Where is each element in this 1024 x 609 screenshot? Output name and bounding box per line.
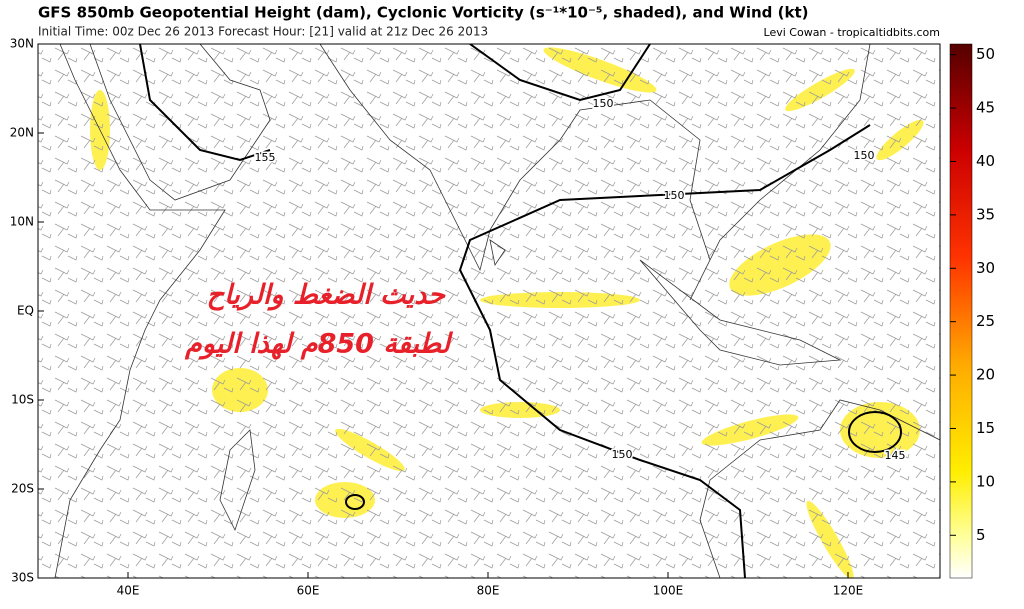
contour-label: 150: [664, 189, 685, 202]
colorbar-label: 15: [976, 419, 995, 437]
lon-label: 80E: [477, 584, 500, 598]
lat-label: 30S: [11, 571, 34, 585]
lat-label: 20N: [10, 126, 34, 140]
lat-label: EQ: [17, 304, 34, 318]
lon-label: 40E: [117, 584, 140, 598]
lat-label: 30N: [10, 37, 34, 51]
contour-label: 155: [255, 151, 276, 164]
colorbar-label: 5: [976, 526, 986, 544]
colorbar-label: 35: [976, 205, 995, 223]
overlay-line: حديث الضغط والرياح: [207, 280, 447, 312]
overlay-line: لطبقة 850م لهذا اليوم: [184, 329, 454, 361]
colorbar-label: 45: [976, 99, 995, 117]
contour-label: 150: [854, 149, 875, 162]
subtitle: Initial Time: 00z Dec 26 2013 Forecast H…: [38, 25, 488, 39]
lat-label: 10N: [10, 215, 34, 229]
lon-label: 100E: [653, 584, 684, 598]
colorbar-label: 30: [976, 259, 995, 277]
lon-label: 60E: [297, 584, 320, 598]
credit: Levi Cowan - tropicaltidbits.com: [764, 26, 940, 39]
colorbar-label: 50: [976, 45, 995, 63]
contour-label: 150: [593, 97, 614, 110]
colorbar: [949, 43, 973, 579]
title: GFS 850mb Geopotential Height (dam), Cyc…: [38, 4, 809, 22]
colorbar-label: 20: [976, 366, 995, 384]
colorbar-label: 25: [976, 312, 995, 330]
colorbar-label: 40: [976, 152, 995, 170]
lat-label: 10S: [11, 393, 34, 407]
map: [38, 44, 940, 578]
colorbar-label: 10: [976, 472, 995, 490]
lat-label: 20S: [11, 482, 34, 496]
contour-label: 145: [885, 449, 906, 462]
lon-label: 120E: [833, 584, 864, 598]
contour-label: 150: [612, 448, 633, 461]
